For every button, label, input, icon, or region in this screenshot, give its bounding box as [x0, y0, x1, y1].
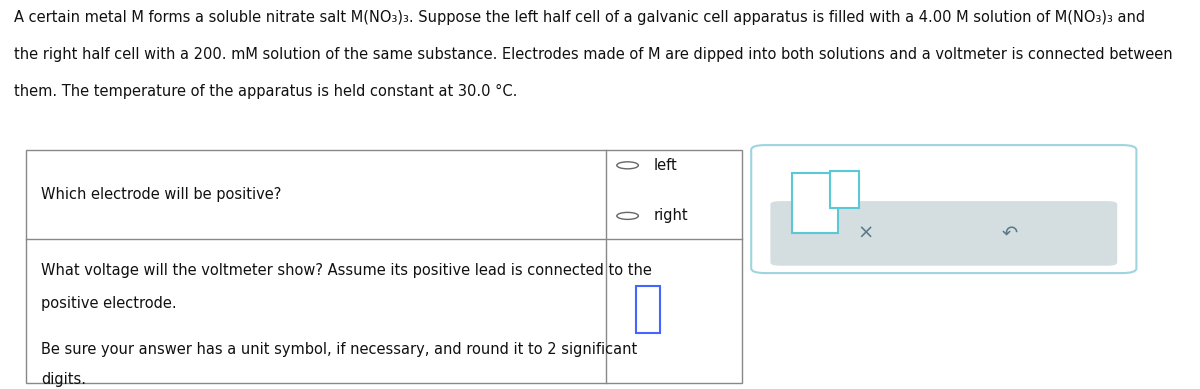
Text: the right half cell with a 200. mM solution of the same substance. Electrodes ma: the right half cell with a 200. mM solut… — [14, 47, 1174, 62]
Circle shape — [617, 212, 638, 219]
Text: Which electrode will be positive?: Which electrode will be positive? — [41, 187, 281, 202]
FancyBboxPatch shape — [770, 201, 1117, 266]
Text: positive electrode.: positive electrode. — [41, 296, 176, 311]
Bar — [830, 171, 859, 208]
Text: What voltage will the voltmeter show? Assume its positive lead is connected to t: What voltage will the voltmeter show? As… — [41, 263, 652, 278]
FancyBboxPatch shape — [751, 145, 1136, 273]
Text: A certain metal M forms a soluble nitrate salt M(NO₃)₃. Suppose the left half ce: A certain metal M forms a soluble nitrat… — [14, 10, 1146, 25]
Text: them. The temperature of the apparatus is held constant at 30.0 °C.: them. The temperature of the apparatus i… — [14, 84, 517, 99]
Text: x10: x10 — [806, 237, 824, 247]
Bar — [26, 150, 742, 383]
Bar — [636, 286, 660, 333]
Text: Be sure your answer has a unit symbol, if necessary, and round it to 2 significa: Be sure your answer has a unit symbol, i… — [41, 342, 637, 357]
Circle shape — [617, 162, 638, 169]
Text: left: left — [654, 158, 678, 173]
Text: right: right — [654, 209, 689, 223]
Text: ×: × — [858, 224, 874, 243]
Bar — [792, 173, 838, 233]
Text: ↶: ↶ — [1002, 224, 1018, 243]
Text: digits.: digits. — [41, 372, 86, 387]
